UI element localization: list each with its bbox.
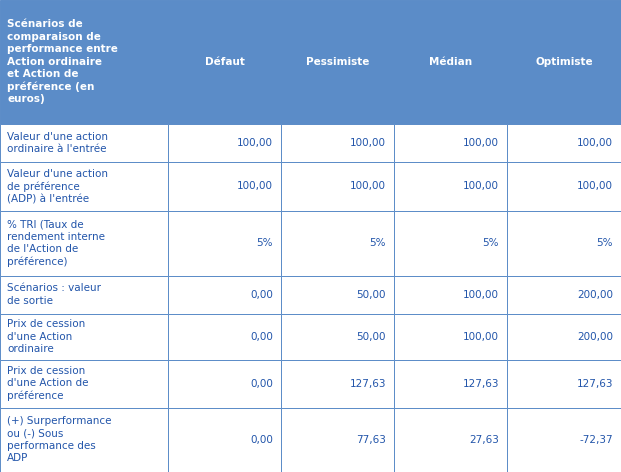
- Text: 0,00: 0,00: [250, 435, 273, 445]
- Text: 5%: 5%: [369, 238, 386, 248]
- Bar: [168, 360, 281, 408]
- Text: 50,00: 50,00: [356, 290, 386, 300]
- Text: Valeur d'une action
ordinaire à l'entrée: Valeur d'une action ordinaire à l'entrée: [7, 132, 108, 154]
- Bar: [281, 162, 394, 211]
- Bar: [168, 0, 281, 124]
- Bar: [507, 124, 621, 162]
- Text: Défaut: Défaut: [204, 57, 245, 67]
- Text: Pessimiste: Pessimiste: [306, 57, 369, 67]
- Text: 100,00: 100,00: [237, 138, 273, 148]
- Text: Valeur d'une action
de préférence
(ADP) à l'entrée: Valeur d'une action de préférence (ADP) …: [7, 169, 108, 204]
- Text: 100,00: 100,00: [463, 332, 499, 342]
- Bar: [507, 360, 621, 408]
- Bar: [394, 360, 507, 408]
- Bar: [0, 276, 168, 313]
- Text: 127,63: 127,63: [463, 379, 499, 389]
- Text: 77,63: 77,63: [356, 435, 386, 445]
- Bar: [507, 211, 621, 276]
- Text: 100,00: 100,00: [350, 138, 386, 148]
- Text: 127,63: 127,63: [576, 379, 613, 389]
- Bar: [281, 124, 394, 162]
- Bar: [281, 360, 394, 408]
- Text: Prix de cession
d'une Action de
préférence: Prix de cession d'une Action de préféren…: [7, 366, 89, 401]
- Text: 100,00: 100,00: [577, 182, 613, 192]
- Bar: [168, 162, 281, 211]
- Bar: [281, 0, 394, 124]
- Bar: [168, 276, 281, 313]
- Text: 0,00: 0,00: [250, 379, 273, 389]
- Text: 100,00: 100,00: [577, 138, 613, 148]
- Bar: [0, 313, 168, 360]
- Text: 200,00: 200,00: [577, 332, 613, 342]
- Bar: [507, 162, 621, 211]
- Bar: [0, 0, 168, 124]
- Text: Médian: Médian: [429, 57, 472, 67]
- Bar: [0, 360, 168, 408]
- Bar: [394, 124, 507, 162]
- Text: 50,00: 50,00: [356, 332, 386, 342]
- Bar: [0, 211, 168, 276]
- Text: 200,00: 200,00: [577, 290, 613, 300]
- Bar: [281, 276, 394, 313]
- Bar: [168, 313, 281, 360]
- Text: Scénarios : valeur
de sortie: Scénarios : valeur de sortie: [7, 283, 101, 306]
- Bar: [394, 313, 507, 360]
- Text: % TRI (Taux de
rendement interne
de l'Action de
préférence): % TRI (Taux de rendement interne de l'Ac…: [7, 219, 105, 267]
- Text: 0,00: 0,00: [250, 332, 273, 342]
- Bar: [281, 408, 394, 472]
- Text: 100,00: 100,00: [237, 182, 273, 192]
- Bar: [507, 408, 621, 472]
- Text: 5%: 5%: [256, 238, 273, 248]
- Text: 127,63: 127,63: [350, 379, 386, 389]
- Bar: [168, 124, 281, 162]
- Text: Scénarios de
comparaison de
performance entre
Action ordinaire
et Action de
préf: Scénarios de comparaison de performance …: [7, 19, 118, 104]
- Bar: [507, 0, 621, 124]
- Text: Optimiste: Optimiste: [535, 57, 593, 67]
- Text: (+) Surperformance
ou (-) Sous
performance des
ADP: (+) Surperformance ou (-) Sous performan…: [7, 416, 112, 464]
- Bar: [168, 408, 281, 472]
- Text: 5%: 5%: [597, 238, 613, 248]
- Bar: [394, 211, 507, 276]
- Text: 100,00: 100,00: [463, 138, 499, 148]
- Text: 0,00: 0,00: [250, 290, 273, 300]
- Bar: [507, 313, 621, 360]
- Bar: [281, 313, 394, 360]
- Text: Prix de cession
d'une Action
ordinaire: Prix de cession d'une Action ordinaire: [7, 319, 85, 354]
- Bar: [281, 211, 394, 276]
- Bar: [394, 162, 507, 211]
- Bar: [168, 211, 281, 276]
- Text: -72,37: -72,37: [579, 435, 613, 445]
- Text: 5%: 5%: [483, 238, 499, 248]
- Text: 100,00: 100,00: [463, 182, 499, 192]
- Bar: [0, 408, 168, 472]
- Text: 27,63: 27,63: [469, 435, 499, 445]
- Bar: [394, 0, 507, 124]
- Bar: [507, 276, 621, 313]
- Bar: [0, 162, 168, 211]
- Bar: [394, 408, 507, 472]
- Bar: [0, 124, 168, 162]
- Text: 100,00: 100,00: [350, 182, 386, 192]
- Text: 100,00: 100,00: [463, 290, 499, 300]
- Bar: [394, 276, 507, 313]
